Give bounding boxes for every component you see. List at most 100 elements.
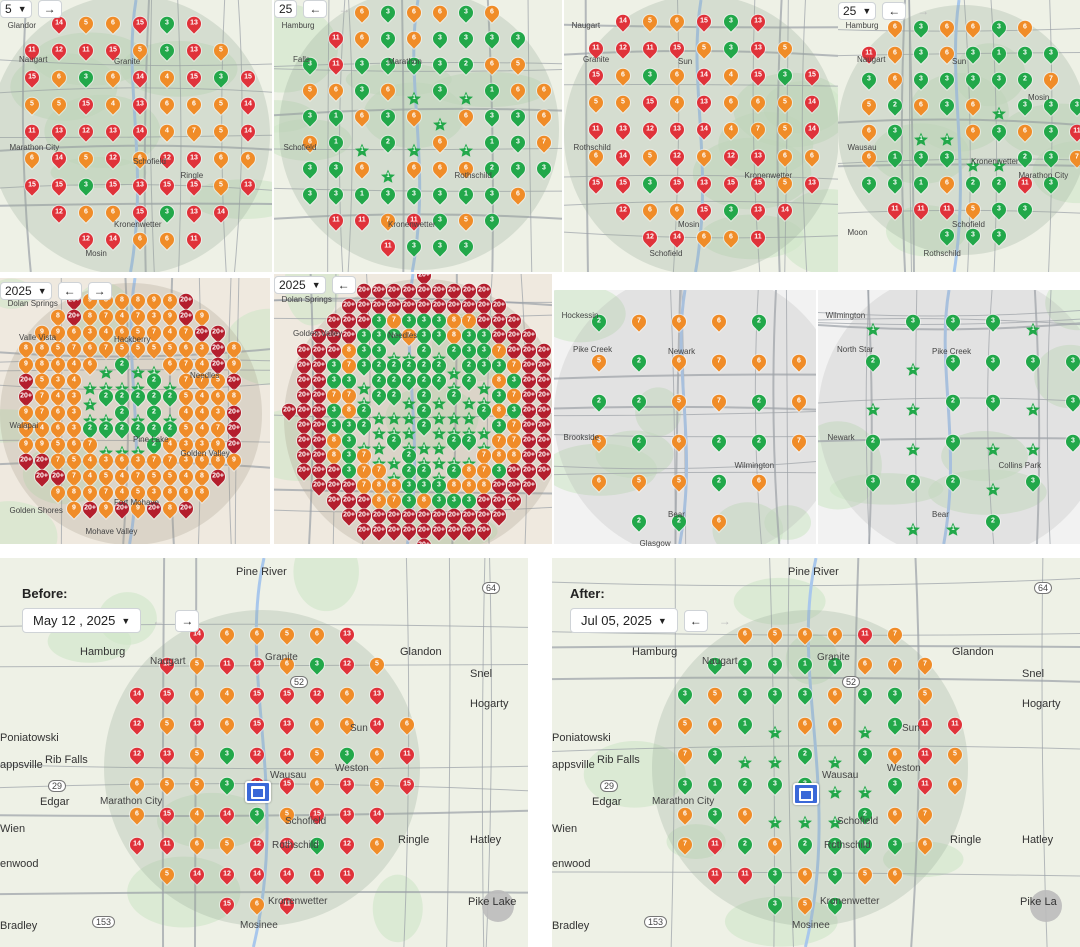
ranking-pin-marker[interactable]: 7 — [489, 430, 509, 452]
ranking-pin-marker[interactable]: 6 — [112, 322, 132, 344]
ranking-pin-marker[interactable]: 3 — [989, 121, 1009, 143]
ranking-pin-marker[interactable]: 7 — [384, 310, 404, 332]
ranking-pin-marker[interactable]: 12 — [640, 119, 660, 141]
ranking-pin-marker[interactable]: 2 — [629, 351, 649, 373]
ranking-pin-marker[interactable]: 15 — [157, 804, 177, 826]
ranking-pin-marker[interactable]: 4 — [80, 450, 100, 472]
ranking-pin-marker[interactable]: 8 — [459, 460, 479, 482]
ranking-pin-marker[interactable]: 6 — [859, 121, 879, 143]
ranking-pin-marker[interactable]: 3 — [429, 475, 449, 497]
ranking-pin-marker[interactable]: 8 — [489, 400, 509, 422]
ranking-pin-marker[interactable]: 5 — [277, 624, 297, 646]
ranking-pin-marker[interactable]: 3 — [339, 445, 359, 467]
ranking-pin-marker[interactable]: 3 — [885, 121, 905, 143]
ranking-pin-marker[interactable]: 6 — [378, 80, 398, 102]
ranking-pin-marker[interactable]: 3 — [192, 338, 212, 360]
ranking-pin-marker[interactable]: 8 — [369, 490, 389, 512]
ranking-star-marker[interactable]: 1 — [446, 411, 462, 427]
ranking-pin-marker[interactable]: 15 — [130, 13, 150, 35]
ranking-pin-marker[interactable]: 14 — [277, 864, 297, 886]
ranking-pin-marker[interactable]: 5 — [629, 471, 649, 493]
ranking-pin-marker[interactable]: 2 — [482, 158, 502, 180]
ranking-pin-marker[interactable]: 14 — [49, 148, 69, 170]
ranking-pin-marker[interactable]: 12 — [613, 200, 633, 222]
ranking-pin-marker[interactable]: 3 — [459, 325, 479, 347]
ranking-pin-marker[interactable]: 6 — [667, 11, 687, 33]
ranking-pin-marker[interactable]: 6 — [430, 132, 450, 154]
ranking-pin-marker[interactable]: 7 — [709, 351, 729, 373]
ranking-pin-marker[interactable]: 2 — [399, 445, 419, 467]
ranking-pin-marker[interactable]: 7 — [176, 322, 196, 344]
ranking-pin-marker[interactable]: 3 — [1063, 351, 1080, 373]
ranking-pin-marker[interactable]: 14 — [130, 67, 150, 89]
ranking-pin-marker[interactable]: 3 — [1041, 95, 1061, 117]
ranking-pin-marker[interactable]: 14 — [187, 624, 207, 646]
ranking-pin-marker[interactable]: 5 — [160, 466, 180, 488]
ranking-pin-marker[interactable]: 3 — [339, 460, 359, 482]
ranking-pin-marker[interactable]: 15 — [640, 92, 660, 114]
ranking-pin-marker[interactable]: 8 — [192, 466, 212, 488]
ranking-pin-marker[interactable]: 6 — [508, 80, 528, 102]
ranking-pin-marker[interactable]: 3 — [963, 225, 983, 247]
ranking-pin-marker[interactable]: 3 — [307, 654, 327, 676]
ranking-pin-marker[interactable]: 5 — [217, 834, 237, 856]
ranking-pin-marker[interactable]: 6 — [825, 714, 845, 736]
ranking-pin-marker[interactable]: 11 — [22, 40, 42, 62]
ranking-pin-marker[interactable]: 20+ — [534, 370, 552, 392]
ranking-pin-marker[interactable]: 13 — [184, 13, 204, 35]
ranking-pin-marker[interactable]: 3 — [456, 2, 476, 24]
ranking-pin-marker[interactable]: 5 — [144, 338, 164, 360]
ranking-pin-marker[interactable]: 13 — [49, 121, 69, 143]
ranking-pin-marker[interactable]: 8 — [489, 370, 509, 392]
ranking-pin-marker[interactable]: 7 — [748, 119, 768, 141]
ranking-pin-marker[interactable]: 6 — [789, 391, 809, 413]
ranking-pin-marker[interactable]: 3 — [300, 54, 320, 76]
ranking-pin-marker[interactable]: 5 — [187, 654, 207, 676]
ranking-pin-marker[interactable]: 5 — [300, 80, 320, 102]
ranking-pin-marker[interactable]: 6 — [192, 450, 212, 472]
ranking-pin-marker[interactable]: 2 — [459, 355, 479, 377]
ranking-pin-marker[interactable]: 20+ — [224, 434, 244, 456]
ranking-pin-marker[interactable]: 4 — [64, 354, 84, 376]
ranking-pin-marker[interactable]: 2 — [709, 431, 729, 453]
ranking-pin-marker[interactable]: 3 — [307, 834, 327, 856]
ranking-pin-marker[interactable]: 6 — [456, 158, 476, 180]
ranking-pin-marker[interactable]: 3 — [855, 744, 875, 766]
ranking-pin-marker[interactable]: 20+ — [384, 280, 404, 302]
ranking-star-marker[interactable]: 1 — [985, 482, 1001, 498]
ranking-pin-marker[interactable]: 3 — [324, 355, 344, 377]
ranking-star-marker[interactable]: 1 — [857, 725, 873, 741]
ranking-pin-marker[interactable]: 3 — [192, 434, 212, 456]
ranking-pin-marker[interactable]: 14 — [694, 65, 714, 87]
ranking-pin-marker[interactable]: 3 — [64, 386, 84, 408]
ranking-pin-marker[interactable]: 3 — [765, 864, 785, 886]
ranking-star-marker[interactable]: 1 — [905, 442, 921, 458]
ranking-pin-marker[interactable]: 12 — [667, 146, 687, 168]
ranking-pin-marker[interactable]: 3 — [217, 744, 237, 766]
ranking-pin-marker[interactable]: 6 — [48, 402, 68, 424]
ranking-pin-marker[interactable]: 6 — [247, 624, 267, 646]
ranking-pin-marker[interactable]: 3 — [144, 306, 164, 328]
ranking-pin-marker[interactable]: 6 — [963, 17, 983, 39]
ranking-pin-marker[interactable]: 6 — [885, 744, 905, 766]
ranking-pin-marker[interactable]: 12 — [247, 834, 267, 856]
ranking-pin-marker[interactable]: 20+ — [48, 466, 68, 488]
ranking-pin-marker[interactable]: 4 — [48, 386, 68, 408]
ranking-pin-marker[interactable]: 8 — [208, 450, 228, 472]
ranking-pin-marker[interactable]: 15 — [217, 894, 237, 916]
ranking-pin-marker[interactable]: 13 — [157, 744, 177, 766]
ranking-pin-marker[interactable]: 9 — [16, 402, 36, 424]
ranking-pin-marker[interactable]: 6 — [247, 894, 267, 916]
ranking-pin-marker[interactable]: 7 — [885, 654, 905, 676]
ranking-pin-marker[interactable]: 20+ — [414, 520, 434, 542]
prev-arrow-button[interactable]: ← — [683, 609, 708, 632]
ranking-pin-marker[interactable]: 2 — [669, 511, 689, 533]
ranking-pin-marker[interactable]: 20+ — [534, 340, 552, 362]
ranking-pin-marker[interactable]: 2 — [399, 355, 419, 377]
ranking-pin-marker[interactable]: 15 — [721, 173, 741, 195]
ranking-pin-marker[interactable]: 11 — [915, 714, 935, 736]
ranking-pin-marker[interactable]: 20+ — [309, 340, 329, 362]
ranking-pin-marker[interactable]: 3 — [795, 684, 815, 706]
ranking-pin-marker[interactable]: 3 — [1041, 43, 1061, 65]
ranking-pin-marker[interactable]: 14 — [187, 864, 207, 886]
